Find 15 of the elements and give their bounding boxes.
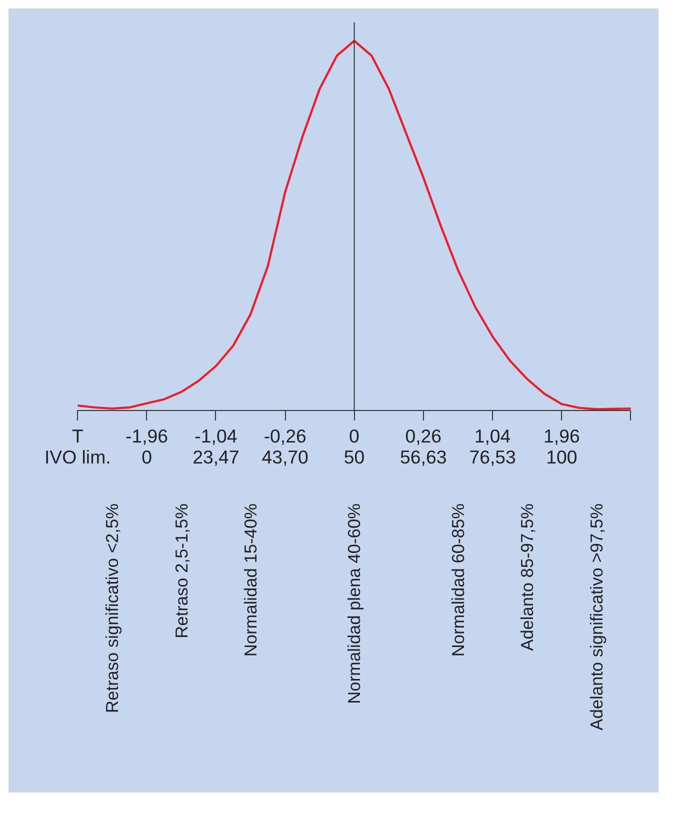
x-tick-label: 1,96 100 (544, 425, 580, 468)
x-tick-label: 0,26 56,63 (400, 425, 447, 468)
text: Normalidad 60-85% (448, 504, 468, 657)
x-tick-label: -1,96 0 (126, 425, 168, 468)
text: Retraso significativo <2,5% (102, 504, 122, 713)
x-tick-label: -1,04 23,47 (192, 425, 240, 468)
text: Retraso 2,5-1,5% (171, 504, 192, 638)
text: Adelanto significativo >97,5% (586, 504, 606, 730)
x-tick-label: 0 50 (344, 425, 365, 468)
x-tick-label: T IVO lim. (44, 425, 111, 468)
text: Adelanto 85-97,5% (517, 504, 538, 651)
x-tick-label: 1,04 76,53 (469, 425, 516, 468)
x-tick-label: -0,26 43,70 (262, 425, 308, 468)
text: Normalidad plena 40-60% (344, 504, 364, 704)
text: Normalidad 15-40% (240, 504, 261, 657)
